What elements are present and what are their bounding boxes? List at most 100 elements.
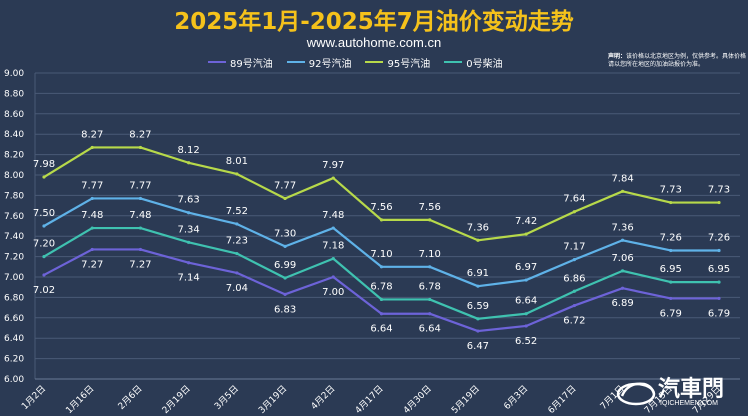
x-tick-label: 6月17日: [546, 383, 579, 416]
y-tick-label: 8.20: [4, 151, 24, 161]
x-tick-label: 3月5日: [212, 383, 241, 412]
chart-title: 2025年1月-2025年7月油价变动走势: [174, 9, 574, 35]
data-point: [524, 312, 528, 316]
data-label: 6.79: [660, 308, 682, 319]
data-point: [620, 269, 625, 273]
data-label: 6.64: [419, 324, 441, 335]
x-tick-label: 6月3日: [502, 383, 531, 412]
data-label: 6.47: [467, 341, 489, 352]
data-label: 6.72: [563, 316, 585, 327]
x-tick-label: 4月17日: [353, 383, 386, 416]
data-label: 6.99: [274, 260, 296, 271]
data-point: [379, 218, 384, 222]
data-label: 7.34: [178, 224, 200, 235]
data-label: 7.10: [370, 249, 392, 260]
data-label: 7.10: [419, 249, 441, 260]
legend: 89号汽油 92号汽油 95号汽油 0号柴油: [208, 55, 503, 70]
data-label: 8.27: [129, 129, 151, 140]
data-point: [428, 312, 432, 316]
data-label: 6.89: [611, 298, 633, 309]
data-label: 7.77: [81, 180, 103, 191]
data-point: [476, 329, 480, 333]
data-point: [669, 200, 673, 205]
x-tick-label: 2月6日: [116, 383, 145, 412]
data-point: [669, 248, 673, 253]
data-point: [669, 280, 673, 284]
y-tick-label: 7.20: [4, 253, 24, 263]
data-point: [331, 226, 335, 230]
legend-item-92[interactable]: 92号汽油: [286, 55, 352, 70]
y-tick-label: 6.20: [4, 355, 24, 365]
data-label: 6.78: [370, 281, 392, 292]
data-label: 6.97: [515, 262, 537, 273]
data-label-layer: 7.02 7.27 7.27 7.14 7.04 6.83 7.00 6.64 6.64 6.47…: [33, 129, 730, 352]
data-label: 7.27: [129, 259, 151, 270]
x-tick-label: 3月19日: [257, 383, 290, 416]
disclaimer-title: 声明：: [608, 53, 627, 60]
data-label: 7.02: [33, 285, 55, 296]
watermark: 汽車門 IQICHEMEN.COM: [614, 370, 746, 414]
data-label: 7.50: [33, 208, 55, 219]
data-label: 6.59: [467, 301, 489, 312]
data-point: [283, 196, 287, 201]
legend-item-89[interactable]: 89号汽油: [208, 55, 273, 70]
y-tick-label: 7.00: [4, 273, 24, 283]
data-label: 7.17: [563, 242, 585, 253]
legend-label-89: 89号汽油: [230, 58, 273, 70]
data-point: [187, 240, 191, 244]
data-label: 6.83: [274, 304, 296, 315]
grid-layer: [34, 72, 740, 380]
x-tick-label: 1月16日: [64, 383, 97, 416]
y-tick-label: 6.80: [4, 293, 24, 303]
data-point: [620, 189, 625, 193]
y-tick-label: 6.40: [4, 334, 24, 344]
watermark-brand: 汽車門: [658, 377, 725, 402]
data-point: [283, 292, 287, 296]
data-label: 7.52: [226, 206, 248, 217]
data-label: 7.36: [467, 222, 489, 233]
data-label: 6.64: [515, 296, 537, 307]
data-point: [572, 258, 576, 262]
data-point: [428, 218, 432, 222]
data-point: [572, 289, 576, 293]
legend-item-95[interactable]: 95号汽油: [365, 55, 430, 70]
data-point: [379, 265, 384, 269]
data-label: 7.64: [563, 194, 585, 205]
data-label: 7.48: [129, 210, 151, 221]
watermark-url: IQICHEMEN.COM: [660, 400, 718, 407]
data-label: 7.98: [33, 159, 55, 170]
y-tick-label: 8.00: [4, 171, 24, 181]
data-point: [235, 222, 239, 226]
data-point: [428, 265, 432, 269]
data-label: 7.77: [129, 180, 151, 191]
data-point: [572, 210, 576, 214]
data-point: [187, 261, 191, 265]
data-label: 7.48: [322, 210, 344, 221]
data-label: 7.23: [226, 236, 248, 247]
data-label: 7.14: [178, 273, 200, 284]
data-label: 6.86: [563, 273, 585, 284]
data-label: 7.84: [611, 173, 633, 184]
data-point: [331, 176, 335, 180]
data-point: [90, 226, 94, 230]
x-tick-label: 4月2日: [309, 383, 338, 412]
legend-label-95: 95号汽油: [387, 58, 431, 70]
data-point: [90, 247, 94, 252]
data-point: [524, 278, 528, 282]
data-label: 7.73: [660, 185, 682, 196]
legend-item-0[interactable]: 0号柴油: [444, 55, 503, 70]
data-point: [476, 317, 480, 321]
x-tick-label: 4月30日: [401, 383, 434, 416]
data-point: [42, 224, 46, 228]
data-label: 7.20: [33, 239, 55, 250]
data-point: [138, 226, 143, 230]
data-label: 6.91: [467, 268, 489, 279]
data-label: 6.95: [660, 264, 682, 275]
y-axis-ticks: 9.00 8.80 8.60 8.40 8.20 8.00 7.80 7.60 7.40 7.20…: [4, 69, 24, 385]
data-point: [476, 284, 480, 288]
data-point: [138, 247, 143, 252]
data-label: 6.79: [708, 308, 730, 319]
legend-label-92: 92号汽油: [308, 58, 352, 70]
data-point: [235, 271, 239, 275]
